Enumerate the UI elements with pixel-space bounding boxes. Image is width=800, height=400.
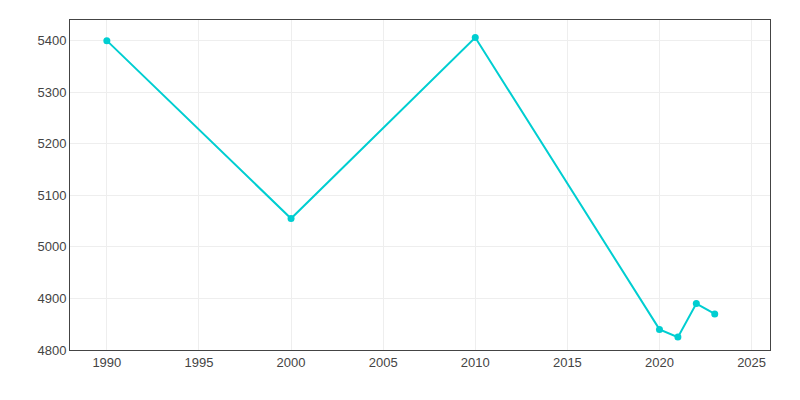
svg-text:5100: 5100 — [37, 188, 66, 203]
svg-text:2000: 2000 — [277, 355, 306, 370]
svg-text:1990: 1990 — [92, 355, 121, 370]
svg-text:5200: 5200 — [37, 136, 66, 151]
svg-text:2015: 2015 — [553, 355, 582, 370]
svg-text:5000: 5000 — [37, 239, 66, 254]
svg-text:5300: 5300 — [37, 85, 66, 100]
svg-text:4800: 4800 — [37, 343, 66, 358]
svg-text:5400: 5400 — [37, 33, 66, 48]
svg-text:1995: 1995 — [184, 355, 213, 370]
svg-text:2025: 2025 — [737, 355, 766, 370]
svg-text:2020: 2020 — [645, 355, 674, 370]
svg-text:4900: 4900 — [37, 291, 66, 306]
svg-text:2005: 2005 — [369, 355, 398, 370]
svg-text:2010: 2010 — [461, 355, 490, 370]
